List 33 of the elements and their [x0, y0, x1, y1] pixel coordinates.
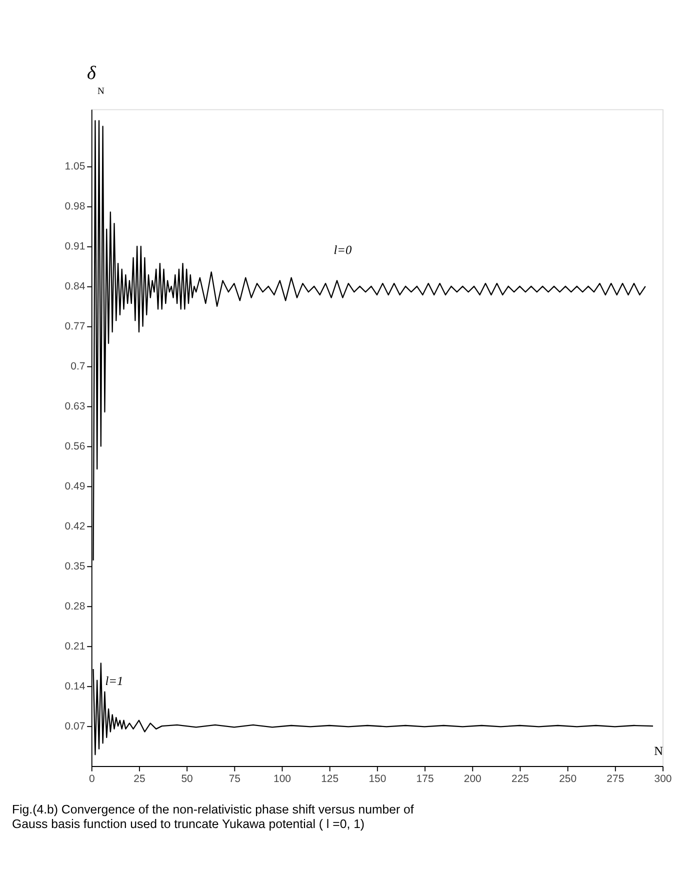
y-tick-label: 0.84	[64, 282, 86, 293]
x-tick-label: 125	[321, 774, 339, 785]
y-tick-label: 0.91	[64, 242, 86, 253]
x-tick-label: 175	[416, 774, 434, 785]
y-tick-label: 0.35	[64, 561, 86, 572]
x-tick-label: 150	[368, 774, 386, 785]
x-tick-label: 275	[606, 774, 624, 785]
y-tick-label: 0.98	[64, 202, 86, 213]
series-label: l=0	[334, 242, 352, 257]
text: Fig.(4.b) Convergence of the non-relativistic phase shift versus number of Gauss basis function used to truncate Yukawa potential ( l =0, 1)	[12, 802, 414, 831]
x-tick-label: 50	[181, 774, 194, 785]
x-tick-label: 75	[228, 774, 241, 785]
x-tick-label: 225	[511, 774, 530, 785]
x-tick-label: 0	[88, 774, 95, 785]
x-tick-label: 100	[274, 774, 292, 785]
y-tick-label: 1.05	[64, 162, 86, 173]
y-tick-label: 0.42	[64, 522, 86, 532]
y-tick-label: 0.07	[64, 721, 86, 732]
x-tick-label: 300	[654, 774, 672, 785]
y-tick-label: 0.7	[70, 362, 86, 373]
y-tick-label: 0.49	[64, 482, 86, 493]
x-tick-label: 250	[559, 774, 577, 785]
x-axis-title: N	[654, 744, 664, 758]
y-tick-label: 0.63	[64, 402, 86, 413]
y-tick-label: 0.14	[64, 681, 86, 692]
y-tick-label: 0.28	[64, 601, 86, 612]
x-tick-label: 25	[134, 774, 146, 785]
series-label: l=1	[105, 674, 124, 688]
y-axis-title: δN	[86, 62, 104, 97]
y-tick-label: 0.21	[64, 641, 86, 652]
x-tick-label: 200	[464, 774, 482, 785]
y-tick-label: 0.77	[64, 322, 86, 333]
y-tick-label: 0.56	[64, 442, 86, 453]
